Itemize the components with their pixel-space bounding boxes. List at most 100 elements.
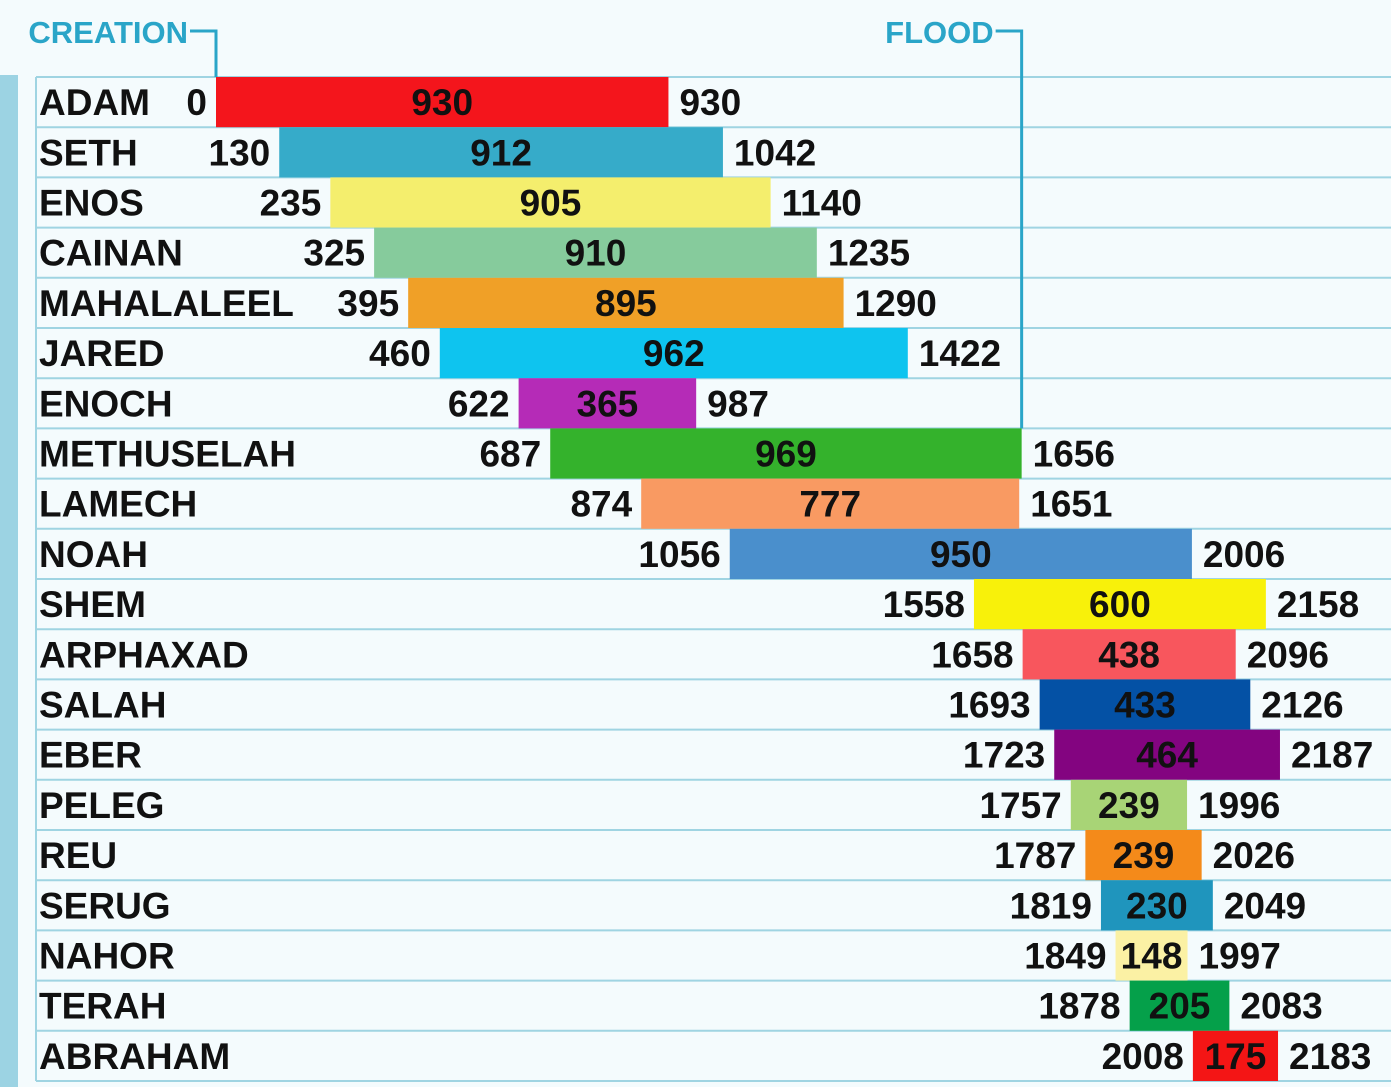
lifespan-bar xyxy=(1039,679,1251,730)
birth-year-label: 687 xyxy=(479,434,541,475)
death-year-label: 2187 xyxy=(1291,735,1373,776)
lifespan-value-label: 905 xyxy=(520,183,582,224)
birth-year-label: 1558 xyxy=(883,584,965,625)
lifespan-bar xyxy=(408,277,844,328)
birth-year-label: 1787 xyxy=(994,835,1076,876)
lifespan-bar xyxy=(729,528,1192,579)
lifespan-bar xyxy=(641,478,1020,529)
death-year-label: 1290 xyxy=(855,283,937,324)
marker-line xyxy=(995,29,1024,429)
lifespan-value-label: 895 xyxy=(595,283,657,324)
death-year-label: 1656 xyxy=(1033,434,1115,475)
patriarch-name: MAHALALEEL xyxy=(39,283,294,324)
lifespan-value-label: 205 xyxy=(1149,986,1211,1027)
birth-year-label: 1723 xyxy=(963,735,1045,776)
death-year-label: 930 xyxy=(679,82,741,123)
birth-year-label: 460 xyxy=(369,333,431,374)
lifespan-bar xyxy=(1100,880,1213,931)
lifespan-value-label: 230 xyxy=(1126,885,1188,926)
birth-year-label: 1757 xyxy=(979,785,1061,826)
lifespan-value-label: 148 xyxy=(1121,936,1183,977)
lifespan-bar xyxy=(330,177,771,228)
left-accent-bar xyxy=(0,75,18,1087)
patriarch-name: ARPHAXAD xyxy=(39,634,249,675)
patriarch-name: ADAM xyxy=(39,82,150,123)
death-year-label: 1422 xyxy=(919,333,1001,374)
death-year-label: 1651 xyxy=(1030,484,1112,525)
marker-label: CREATION xyxy=(28,15,188,50)
birth-year-label: 874 xyxy=(570,484,632,525)
lifespan-bar xyxy=(1054,729,1280,780)
lifespan-bar xyxy=(518,378,697,429)
death-year-label: 1042 xyxy=(734,132,816,173)
lifespan-bar xyxy=(1070,779,1188,830)
lifespan-value-label: 910 xyxy=(565,233,627,274)
lifespan-bar xyxy=(279,127,723,178)
lifespan-bar xyxy=(973,579,1266,630)
marker-label: FLOOD xyxy=(885,15,994,50)
lifespan-bar xyxy=(216,77,669,128)
lifespan-bar xyxy=(1115,930,1188,981)
birth-year-label: 1658 xyxy=(931,634,1013,675)
birth-year-label: 1819 xyxy=(1010,885,1092,926)
patriarch-name: CAINAN xyxy=(39,233,183,274)
birth-year-label: 0 xyxy=(186,82,207,123)
birth-year-label: 235 xyxy=(260,183,322,224)
patriarch-name: SETH xyxy=(39,132,138,173)
patriarch-name: NAHOR xyxy=(39,936,175,977)
lifespan-bar xyxy=(1192,1030,1279,1081)
patriarch-name: PELEG xyxy=(39,785,164,826)
patriarch-name: SHEM xyxy=(39,584,146,625)
death-year-label: 2049 xyxy=(1224,885,1306,926)
patriarch-name: NOAH xyxy=(39,534,148,575)
death-year-label: 2158 xyxy=(1277,584,1359,625)
lifespan-value-label: 950 xyxy=(930,534,992,575)
event-markers: CREATION FLOOD xyxy=(28,15,1024,429)
death-year-label: 987 xyxy=(707,383,769,424)
patriarch-name: JARED xyxy=(39,333,164,374)
birth-year-label: 2008 xyxy=(1102,1036,1184,1077)
death-year-label: 2126 xyxy=(1261,685,1343,726)
patriarch-name: LAMECH xyxy=(39,484,197,525)
lifespan-bar xyxy=(374,227,817,278)
death-year-label: 1997 xyxy=(1199,936,1281,977)
birth-year-label: 395 xyxy=(337,283,399,324)
lifespan-value-label: 433 xyxy=(1114,685,1176,726)
patriarch-name: ABRAHAM xyxy=(39,1036,230,1077)
patriarch-name: TERAH xyxy=(39,986,166,1027)
marker-line xyxy=(190,29,218,77)
lifespan-value-label: 365 xyxy=(577,383,639,424)
birth-year-label: 1693 xyxy=(948,685,1030,726)
death-year-label: 2096 xyxy=(1247,634,1329,675)
patriarch-name: METHUSELAH xyxy=(39,434,296,475)
birth-year-label: 1056 xyxy=(638,534,720,575)
birth-year-label: 622 xyxy=(448,383,510,424)
death-year-label: 1996 xyxy=(1198,785,1280,826)
chart-labels: ADAM 0 930 930 SETH 130 912 1042 ENOS 235 905 1140 C… xyxy=(39,82,1373,1077)
death-year-label: 2183 xyxy=(1289,1036,1371,1077)
lifespan-bars xyxy=(216,77,1280,1081)
patriarch-name: SALAH xyxy=(39,685,166,726)
lifespan-value-label: 239 xyxy=(1098,785,1160,826)
death-year-label: 2026 xyxy=(1213,835,1295,876)
patriarch-name: EBER xyxy=(39,735,142,776)
patriarch-name: SERUG xyxy=(39,885,171,926)
death-year-label: 1140 xyxy=(782,183,862,224)
lifespan-value-label: 600 xyxy=(1089,584,1151,625)
death-year-label: 2006 xyxy=(1203,534,1285,575)
lifespan-bar xyxy=(439,328,908,379)
lifespan-value-label: 912 xyxy=(470,132,532,173)
lifespan-value-label: 175 xyxy=(1205,1036,1267,1077)
patriarch-name: ENOCH xyxy=(39,383,173,424)
lifespan-value-label: 930 xyxy=(411,82,473,123)
lifespan-value-label: 777 xyxy=(799,484,861,525)
patriarch-name: ENOS xyxy=(39,183,144,224)
lifespan-bar xyxy=(1085,830,1202,881)
lifespan-value-label: 962 xyxy=(643,333,705,374)
lifespan-bar xyxy=(550,428,1022,479)
death-year-label: 1235 xyxy=(828,233,910,274)
birth-year-label: 325 xyxy=(303,233,365,274)
birth-year-label: 130 xyxy=(209,132,271,173)
lifespan-value-label: 969 xyxy=(755,434,817,475)
